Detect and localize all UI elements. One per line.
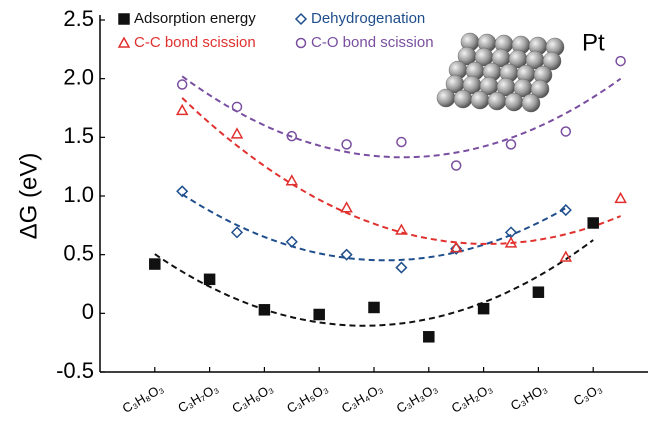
marker [342,140,351,149]
pt-atom [505,93,523,111]
marker [396,263,406,273]
x-tick-label: C₃O₃ [571,381,605,409]
pt-atom [437,89,455,107]
x-tick-label: C₃HO₃ [508,381,550,414]
marker [342,203,352,212]
marker [533,287,543,297]
marker [424,332,434,342]
trend-line [182,98,620,244]
pt-cluster-illustration [437,33,564,112]
y-tick-label: 1.5 [63,123,94,148]
pt-atom [522,94,540,112]
marker [205,274,215,284]
marker [232,129,242,138]
marker [150,259,160,269]
y-tick-label: -0.5 [56,358,94,383]
marker [396,225,406,234]
marker [232,227,242,237]
x-tick-label: C₃H₅O₃ [284,381,330,416]
y-tick-label: 1.0 [63,182,94,207]
legend-marker [119,38,129,47]
x-tick-label: C₃H₈O₃ [120,381,166,416]
marker [507,140,516,149]
legend-label: Dehydrogenation [311,10,425,27]
legend-label: C-O bond scission [311,34,434,51]
y-tick-label: 2.0 [63,64,94,89]
marker [233,102,242,111]
annotation: Pt [582,29,605,56]
legend-label: Adsorption energy [134,10,256,27]
marker [397,138,406,147]
marker [588,218,598,228]
marker [287,237,297,247]
marker [452,161,461,170]
trend-line [182,194,566,260]
legend-marker [296,14,306,24]
trend-line [182,76,620,157]
x-tick-label: C₃H₇O₃ [175,381,221,416]
marker [178,80,187,89]
legend-marker [119,14,129,24]
pt-atom [454,90,472,108]
x-tick-label: C₃H₆O₃ [229,381,275,416]
marker [259,305,269,315]
marker [479,304,489,314]
marker [369,302,379,312]
marker [616,57,625,66]
marker [314,310,324,320]
marker [561,127,570,136]
y-tick-label: 0.5 [63,240,94,265]
y-axis-label: ΔG (eV) [15,153,42,240]
y-tick-label: 2.5 [63,6,94,31]
x-tick-label: C₃H₃O₃ [394,381,440,416]
legend-label: C-C bond scission [134,34,256,51]
chart: ΔG (eV) Pt -0.5 0 0.5 1.0 1.5 2.0 2.5 C₃H₈O₃ C₃H… [0,0,648,421]
marker [177,105,187,114]
marker [287,176,297,185]
marker [616,193,626,202]
x-tick-label: C₃H₂O₃ [449,381,495,416]
pt-atom [471,91,489,109]
pt-atom [488,92,506,110]
legend-marker [297,39,306,48]
y-tick-label: 0 [82,299,94,324]
x-tick-label: C₃H₄O₃ [339,381,385,416]
page: {"chart_data": {"type": "scatter", "ylab… [0,0,648,421]
